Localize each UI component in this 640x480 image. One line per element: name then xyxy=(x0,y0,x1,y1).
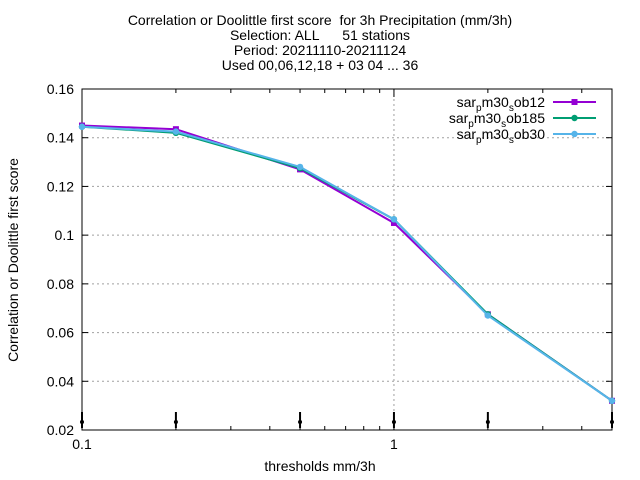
title-line-2: Selection: ALL 51 stations xyxy=(229,27,411,43)
data-point-ob30 xyxy=(78,123,86,130)
title-line-4: Used 00,06,12,18 + 03 04 ... 36 xyxy=(221,57,419,73)
threshold-marker-dot xyxy=(173,420,178,424)
y-tick-label: 0.06 xyxy=(47,325,74,341)
legend-marker-ob30 xyxy=(571,130,578,138)
series-line-ob12 xyxy=(81,124,613,402)
y-tick-label: 0.14 xyxy=(47,130,74,146)
title-line-3: Period: 20211110-20211124 xyxy=(233,42,407,58)
data-point-ob12 xyxy=(390,219,397,226)
threshold-marker-dot xyxy=(80,420,84,424)
threshold-marker-dot xyxy=(610,420,614,424)
data-point-ob30 xyxy=(484,312,492,319)
y-tick-label: 0.08 xyxy=(47,276,74,292)
threshold-marker-dot xyxy=(391,420,396,424)
data-point-ob30 xyxy=(390,216,398,223)
legend-marker-ob185 xyxy=(571,114,578,122)
data-point-ob30 xyxy=(296,163,304,171)
legend-label-ob12: sarpm30sob12 xyxy=(457,94,546,114)
threshold-marker-dot xyxy=(485,420,490,424)
x-tick-label: 0.1 xyxy=(72,436,92,452)
x-tick-label: 1 xyxy=(390,436,398,452)
x-axis-label: thresholds mm/3h xyxy=(264,458,376,474)
legend-label-ob30: sarpm30sob30 xyxy=(457,126,546,146)
legend-marker-ob12 xyxy=(571,99,578,105)
data-point-ob30 xyxy=(608,397,616,404)
threshold-marker-dot xyxy=(298,420,303,424)
y-tick-label: 0.16 xyxy=(47,81,74,97)
y-tick-label: 0.12 xyxy=(47,178,74,194)
series-line-ob30 xyxy=(81,125,613,402)
data-point-ob30 xyxy=(172,128,180,135)
plot-frame xyxy=(81,88,613,431)
legend-label-ob185: sarpm30sob185 xyxy=(449,110,545,130)
y-tick-label: 0.1 xyxy=(55,227,75,243)
y-axis-label: Correlation or Doolittle first score xyxy=(4,157,21,362)
y-tick-label: 0.04 xyxy=(47,373,74,389)
title-line-1: Correlation or Doolittle first score for… xyxy=(127,12,513,28)
series-line-ob185 xyxy=(81,125,613,402)
y-tick-label: 0.02 xyxy=(47,422,74,438)
